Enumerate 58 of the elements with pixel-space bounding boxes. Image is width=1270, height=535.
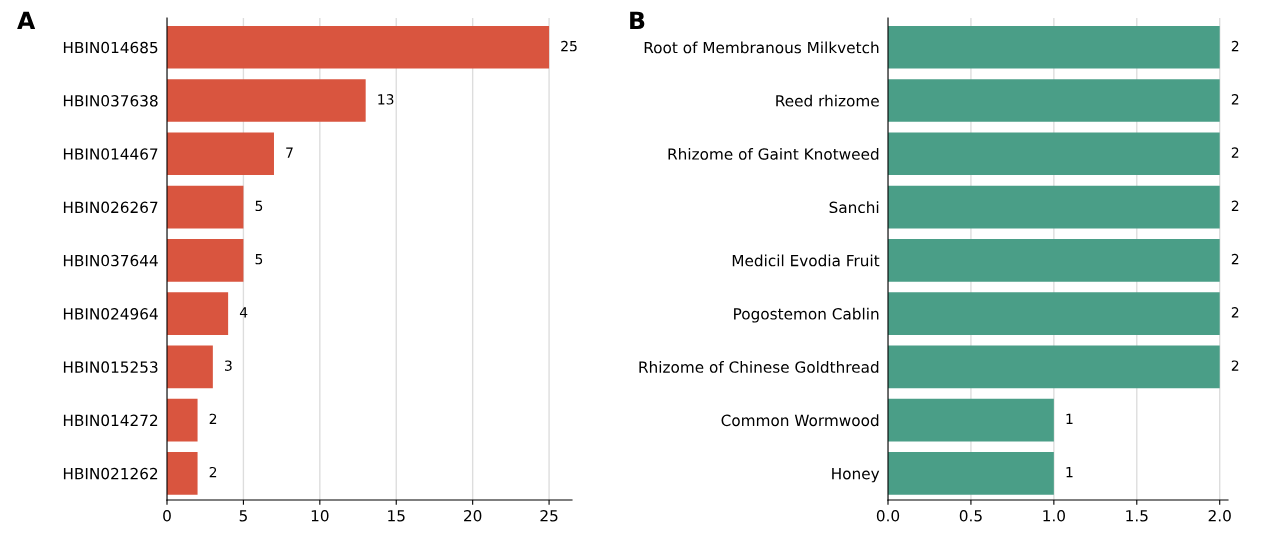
bar bbox=[167, 79, 366, 122]
x-tick-label: 2.0 bbox=[1208, 509, 1231, 522]
y-tick-label: Common Wormwood bbox=[721, 414, 879, 427]
data-label: 3 bbox=[225, 360, 232, 371]
chart-title: A bbox=[17, 11, 36, 29]
y-tick-label: HBIN014272 bbox=[63, 414, 158, 427]
data-label: 2 bbox=[1231, 253, 1239, 265]
y-tick-label: Pogostemon Cablin bbox=[734, 307, 879, 323]
x-tick-label: 20 bbox=[464, 509, 482, 522]
data-label: 2 bbox=[1231, 307, 1239, 318]
data-label: 2 bbox=[1231, 200, 1239, 211]
x-tick-label: 0.5 bbox=[959, 509, 982, 522]
y-tick-label: HBIN014467 bbox=[63, 148, 158, 160]
data-label: 1 bbox=[1066, 467, 1073, 478]
y-tick-label: HBIN015253 bbox=[63, 361, 158, 373]
data-label: 2 bbox=[1231, 360, 1239, 371]
x-tick-label: 10 bbox=[311, 509, 329, 522]
data-label: 2 bbox=[209, 413, 217, 424]
bar bbox=[167, 345, 213, 389]
y-tick-label: HBIN021262 bbox=[63, 467, 158, 480]
y-tick-label: Rhizome of Gaint Knotweed bbox=[668, 148, 879, 160]
x-tick-label: 0.0 bbox=[876, 509, 900, 522]
y-tick-label: HBIN024964 bbox=[63, 308, 158, 320]
bar bbox=[167, 398, 198, 442]
data-label: 5 bbox=[255, 200, 263, 212]
y-tick-label: Medicil Evodia Fruit bbox=[732, 254, 880, 267]
x-tick-label: 5 bbox=[239, 510, 247, 522]
data-label: 1 bbox=[1066, 413, 1073, 424]
y-tick-label: Reed rhizome bbox=[776, 94, 879, 107]
y-tick-label: Sanchi bbox=[829, 201, 879, 214]
bar bbox=[167, 452, 198, 495]
data-label: 5 bbox=[255, 254, 263, 265]
bar bbox=[167, 185, 244, 229]
x-tick-label: 1.0 bbox=[1043, 509, 1065, 522]
data-label: 2 bbox=[1231, 40, 1239, 52]
x-tick-label: 1.5 bbox=[1126, 510, 1148, 522]
bar bbox=[167, 25, 550, 69]
bar bbox=[167, 239, 244, 282]
y-tick-label: HBIN037644 bbox=[63, 254, 158, 267]
data-label: 2 bbox=[1231, 94, 1239, 105]
y-tick-label: HBIN037638 bbox=[63, 95, 158, 107]
y-tick-label: Rhizome of Chinese Goldthread bbox=[639, 361, 879, 373]
data-label: 4 bbox=[239, 307, 248, 318]
y-tick-label: HBIN014685 bbox=[63, 41, 158, 54]
data-label: 7 bbox=[286, 147, 293, 158]
y-tick-label: HBIN026267 bbox=[63, 201, 158, 214]
data-label: 25 bbox=[561, 40, 577, 52]
bar bbox=[167, 132, 274, 176]
data-label: 13 bbox=[378, 94, 394, 105]
text: B bbox=[630, 11, 645, 29]
x-tick-label: 0 bbox=[163, 509, 171, 522]
data-label: 2 bbox=[1231, 147, 1239, 158]
bar bbox=[167, 292, 229, 335]
x-tick-label: 15 bbox=[388, 510, 405, 522]
y-tick-label: Honey bbox=[832, 468, 880, 483]
data-label: 2 bbox=[209, 466, 217, 478]
y-tick-label: Root of Membranous Milkvetch bbox=[644, 41, 879, 54]
x-tick-label: 25 bbox=[540, 509, 558, 522]
